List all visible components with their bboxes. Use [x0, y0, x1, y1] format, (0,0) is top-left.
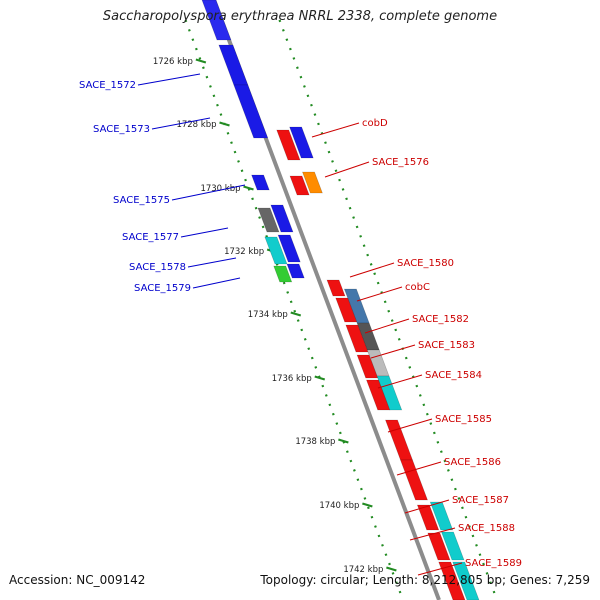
gene-label-reverse: SACE_1583	[418, 340, 475, 351]
tick-label: 1726 kbp	[153, 57, 193, 67]
tick-label: 1728 kbp	[176, 120, 216, 130]
tick-label: 1734 kbp	[248, 310, 288, 320]
gene-reverse	[376, 375, 403, 411]
label-leader	[192, 277, 241, 289]
gene-label-reverse: cobD	[362, 118, 388, 129]
gene-label-forward: SACE_1579	[134, 283, 191, 294]
gene-reverse	[452, 561, 480, 600]
gene-reverse	[276, 129, 301, 161]
gene-label-reverse: cobC	[405, 282, 430, 293]
gene-forward	[270, 204, 294, 233]
gene-reverse	[438, 561, 466, 600]
label-leader	[409, 527, 456, 541]
tick-mark	[362, 502, 373, 508]
tick-mark	[195, 58, 207, 64]
label-leader	[417, 562, 463, 576]
tick-label: 1730 kbp	[200, 184, 240, 194]
gene-label-reverse: SACE_1587	[452, 495, 509, 506]
gene-label-reverse: SACE_1580	[397, 258, 454, 269]
label-leader	[364, 318, 410, 334]
label-leader	[356, 286, 403, 302]
tick-mark	[243, 185, 254, 191]
topology-text: Topology: circular; Length: 8,212,805 bp…	[260, 573, 590, 587]
gene-reverse	[441, 531, 465, 561]
gene-forward	[273, 265, 293, 283]
gene-reverse	[289, 175, 310, 196]
gene-reverse	[289, 126, 314, 159]
gene-label-reverse: SACE_1586	[444, 457, 501, 468]
gene-label-forward: SACE_1572	[79, 80, 136, 91]
gene-forward	[286, 263, 305, 279]
genome-title: Saccharopolyspora erythraea NRRL 2338, c…	[102, 9, 498, 24]
gene-reverse	[429, 501, 454, 531]
gene-reverse	[335, 297, 358, 323]
label-leader	[180, 227, 229, 238]
label-leader	[377, 374, 423, 389]
label-leader	[324, 161, 370, 178]
tick-mark	[314, 375, 326, 381]
gene-reverse	[326, 279, 346, 297]
gene-label-forward: SACE_1573	[93, 124, 150, 135]
label-leader	[396, 461, 442, 476]
gene-forward	[233, 84, 269, 139]
tick-mark	[290, 311, 302, 317]
gene-reverse	[400, 459, 428, 501]
tick-label: 1738 kbp	[295, 437, 335, 447]
tick-label: 1742 kbp	[343, 565, 383, 575]
label-leader	[187, 257, 237, 268]
tick-label: 1740 kbp	[319, 501, 359, 511]
gene-label-reverse: SACE_1589	[465, 558, 522, 569]
gene-forward	[257, 207, 280, 233]
gene-label-forward: SACE_1577	[122, 232, 179, 243]
gene-label-forward: SACE_1578	[129, 262, 186, 273]
label-leader	[311, 122, 360, 138]
label-leader	[387, 418, 433, 433]
label-leader	[404, 499, 450, 514]
tick-label: 1732 kbp	[224, 247, 264, 257]
gene-reverse	[366, 379, 391, 411]
gene-label-reverse: SACE_1582	[412, 314, 469, 325]
label-leader	[151, 117, 211, 130]
label-leader	[349, 262, 395, 278]
gene-forward	[277, 234, 301, 263]
gene-label-forward: SACE_1575	[113, 195, 170, 206]
gene-forward	[201, 0, 232, 41]
gene-label-reverse: SACE_1588	[458, 523, 515, 534]
label-leader	[171, 184, 246, 201]
accession-text: Accession: NC_009142	[9, 573, 146, 587]
tick-mark	[338, 438, 349, 444]
gene-label-reverse: SACE_1576	[372, 157, 429, 168]
tick-label: 1736 kbp	[272, 374, 312, 384]
tick-mark	[219, 121, 230, 127]
gene-reverse	[416, 504, 440, 531]
gene-reverse	[302, 171, 323, 194]
tick-mark	[386, 566, 397, 572]
label-leader	[137, 73, 201, 86]
gene-label-reverse: SACE_1585	[435, 414, 492, 425]
label-leader	[370, 344, 416, 359]
gene-forward	[251, 174, 270, 191]
gene-label-reverse: SACE_1584	[425, 370, 482, 381]
